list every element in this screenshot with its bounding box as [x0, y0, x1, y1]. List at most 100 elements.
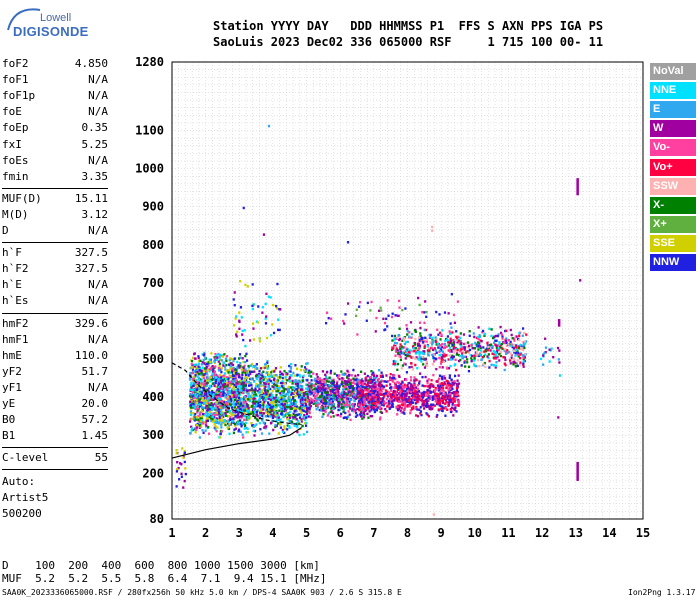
data-point: [457, 382, 461, 385]
data-point: [256, 414, 259, 418]
data-point: [424, 328, 428, 332]
data-point: [252, 403, 255, 406]
data-point: [492, 349, 495, 353]
data-point: [245, 387, 248, 391]
data-point: [207, 364, 210, 367]
data-point: [371, 394, 374, 397]
data-point: [259, 377, 262, 381]
data-point: [252, 413, 255, 417]
data-point: [262, 397, 265, 400]
data-point: [209, 406, 213, 409]
data-point: [500, 342, 504, 346]
data-point: [272, 385, 275, 389]
data-point: [399, 350, 403, 353]
data-point: [317, 386, 320, 390]
data-point: [302, 405, 306, 408]
data-point: [220, 416, 224, 419]
data-point: [257, 391, 260, 394]
data-point: [363, 409, 366, 413]
data-point: [414, 330, 417, 334]
data-point: [390, 400, 394, 403]
data-point: [259, 400, 262, 404]
data-point: [457, 335, 460, 339]
data-point: [290, 362, 293, 366]
data-point: [295, 384, 298, 387]
data-point: [483, 334, 486, 338]
data-point: [216, 390, 219, 394]
data-point: [243, 402, 247, 406]
data-point: [337, 405, 341, 408]
data-point: [190, 366, 193, 369]
data-point: [525, 333, 528, 336]
data-point: [303, 421, 307, 425]
data-point: [242, 360, 245, 364]
data-point: [417, 342, 420, 346]
data-point: [391, 405, 395, 408]
data-point: [445, 354, 448, 357]
data-point: [190, 429, 193, 432]
data-point: [409, 403, 412, 407]
data-point: [262, 370, 265, 373]
data-point: [408, 366, 411, 369]
data-point: [428, 406, 431, 409]
data-point: [501, 337, 504, 340]
data-point: [340, 397, 343, 401]
data-point: [227, 399, 230, 403]
data-point: [456, 340, 459, 344]
data-point: [196, 411, 199, 414]
data-point: [281, 413, 284, 416]
data-point: [463, 355, 466, 359]
data-point: [227, 363, 231, 366]
data-point: [194, 391, 197, 395]
data-point: [258, 406, 261, 409]
data-point: [245, 369, 248, 373]
data-point: [357, 384, 360, 387]
data-point: [217, 360, 220, 363]
data-point: [271, 401, 275, 404]
data-point: [321, 405, 325, 409]
data-point: [243, 329, 246, 332]
data-point: [300, 365, 303, 368]
data-point: [496, 334, 499, 338]
data-point: [207, 399, 210, 403]
data-point: [341, 373, 344, 376]
data-point: [228, 361, 231, 365]
data-point: [364, 377, 367, 380]
data-point: [490, 363, 493, 367]
data-point: [467, 344, 471, 348]
data-point: [207, 396, 210, 400]
data-point: [325, 387, 328, 390]
data-point: [414, 386, 418, 389]
data-point: [433, 404, 436, 407]
data-point: [498, 345, 502, 349]
data-point: [324, 400, 327, 403]
data-point: [305, 408, 309, 411]
data-point: [488, 366, 491, 369]
param-value: N/A: [88, 153, 108, 167]
data-point: [264, 427, 267, 430]
data-point: [359, 387, 362, 390]
data-point: [449, 392, 452, 396]
data-point: [209, 417, 213, 420]
data-point: [340, 370, 343, 373]
data-point: [231, 391, 234, 394]
data-point: [216, 401, 219, 404]
data-point: [238, 373, 241, 377]
data-point: [456, 336, 459, 340]
data-point: [274, 411, 277, 414]
data-point: [288, 376, 291, 379]
data-point: [441, 396, 444, 399]
data-point: [458, 340, 461, 343]
data-point: [320, 397, 323, 400]
data-point: [299, 380, 302, 383]
data-point: [241, 387, 244, 391]
logo-text-lowell: Lowell: [40, 12, 72, 24]
data-point: [354, 409, 357, 412]
data-point: [395, 347, 398, 350]
data-point: [408, 354, 411, 358]
data-point: [352, 387, 355, 390]
data-point: [262, 383, 265, 386]
data-point: [332, 395, 335, 398]
data-point: [348, 407, 352, 410]
data-point: [523, 353, 527, 356]
